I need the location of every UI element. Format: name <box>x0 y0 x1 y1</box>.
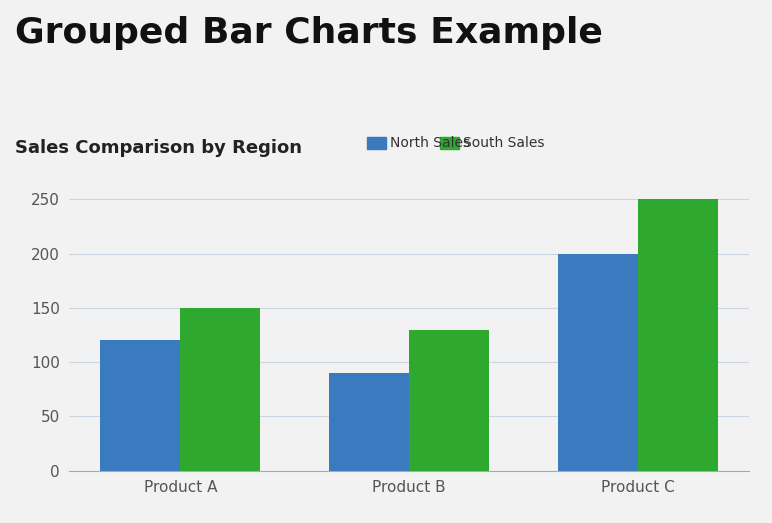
Bar <box>638 199 718 471</box>
Text: Sales Comparison by Region: Sales Comparison by Region <box>15 139 303 156</box>
Bar <box>181 308 260 471</box>
Bar <box>329 373 409 471</box>
Text: Grouped Bar Charts Example: Grouped Bar Charts Example <box>15 16 603 50</box>
Bar <box>409 329 489 471</box>
Text: South Sales: South Sales <box>463 136 545 150</box>
Bar <box>100 340 181 471</box>
Bar <box>558 254 638 471</box>
Text: North Sales: North Sales <box>390 136 470 150</box>
